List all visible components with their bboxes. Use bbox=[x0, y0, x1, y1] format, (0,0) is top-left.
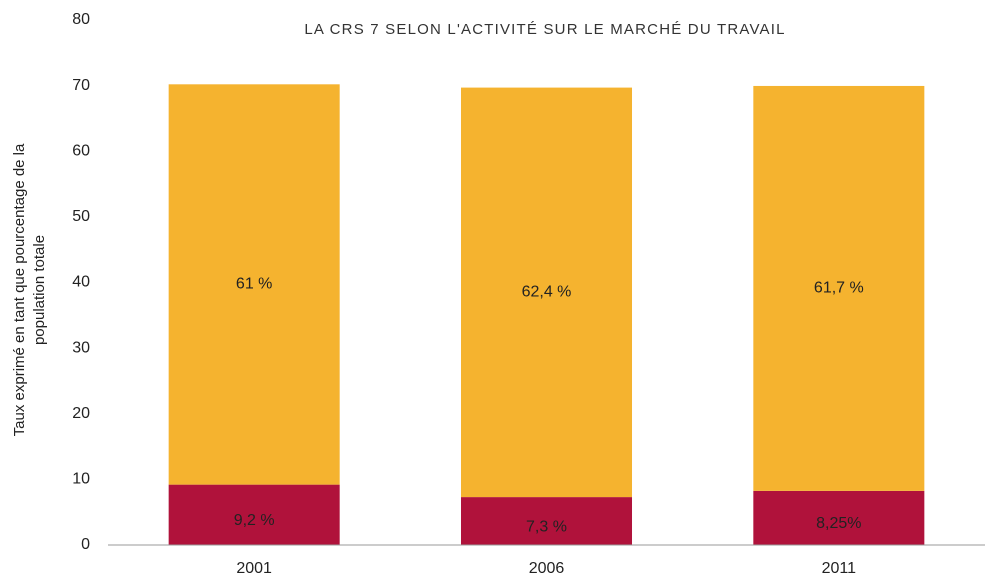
y-tick-label: 50 bbox=[72, 208, 90, 225]
bar-segment bbox=[460, 87, 633, 498]
y-tick-label: 40 bbox=[72, 274, 90, 291]
data-label: 62,4 % bbox=[522, 284, 572, 301]
x-tick-label: 2011 bbox=[822, 560, 857, 577]
y-tick-label: 80 bbox=[72, 11, 90, 28]
y-tick-label: 30 bbox=[72, 339, 90, 356]
x-tick-label: 2001 bbox=[236, 560, 272, 577]
y-tick-label: 0 bbox=[81, 536, 90, 553]
data-label: 61 % bbox=[236, 276, 272, 293]
bar-segment bbox=[168, 84, 340, 485]
y-tick-label: 20 bbox=[72, 405, 90, 422]
bar-segment bbox=[753, 490, 925, 545]
y-axis-label-line: population totale bbox=[31, 235, 48, 345]
y-axis-label: Taux exprimé en tant que pourcentage de … bbox=[11, 143, 48, 436]
y-tick-label: 60 bbox=[72, 142, 90, 159]
data-label: 61,7 % bbox=[814, 280, 864, 297]
y-tick-label: 10 bbox=[72, 471, 90, 488]
x-tick-label: 2006 bbox=[529, 560, 565, 577]
chart-title: LA CRS 7 SELON L'ACTIVITÉ SUR LE MARCHÉ … bbox=[304, 21, 785, 38]
y-axis-label-line: Taux exprimé en tant que pourcentage de … bbox=[11, 143, 28, 436]
bar-segment bbox=[460, 497, 633, 545]
data-label: 9,2 % bbox=[234, 512, 275, 529]
data-label: 7,3 % bbox=[526, 518, 567, 535]
bar-segment bbox=[753, 85, 925, 491]
data-label: 8,25% bbox=[816, 515, 861, 532]
y-tick-label: 70 bbox=[72, 77, 90, 94]
bar-segment bbox=[168, 484, 340, 545]
